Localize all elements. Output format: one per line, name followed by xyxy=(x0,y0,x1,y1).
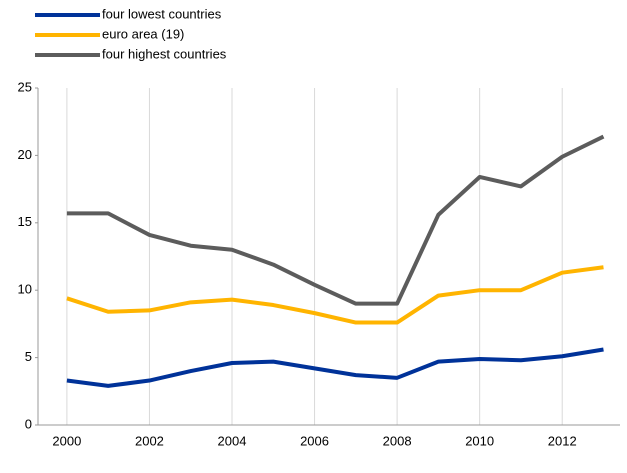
legend-label: four highest countries xyxy=(102,46,227,61)
series-line xyxy=(66,134,605,306)
y-tick-label: 10 xyxy=(18,282,32,297)
y-tick-label: 0 xyxy=(25,416,32,431)
legend-label: euro area (19) xyxy=(102,26,184,41)
y-tick-label: 20 xyxy=(18,147,32,162)
y-tick-label: 5 xyxy=(25,349,32,364)
legend-label: four lowest countries xyxy=(102,6,222,21)
series-line xyxy=(66,347,604,388)
x-tick-label: 2012 xyxy=(548,433,577,448)
x-tick-label: 2010 xyxy=(465,433,494,448)
x-tick-label: 2000 xyxy=(52,433,81,448)
x-tick-label: 2004 xyxy=(218,433,247,448)
y-tick-label: 25 xyxy=(18,79,32,94)
y-tick-label: 15 xyxy=(18,214,32,229)
x-tick-label: 2002 xyxy=(135,433,164,448)
series-line xyxy=(66,265,604,325)
x-tick-label: 2008 xyxy=(383,433,412,448)
x-tick-label: 2006 xyxy=(300,433,329,448)
